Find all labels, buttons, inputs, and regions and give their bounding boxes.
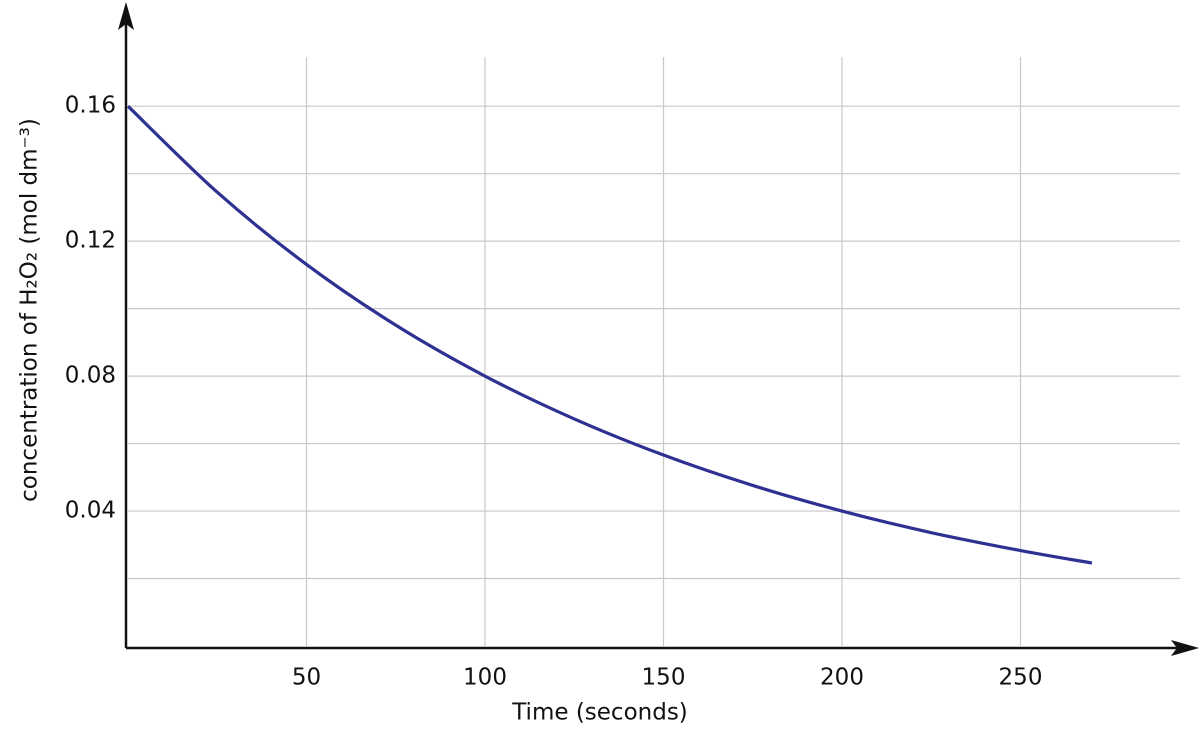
- y-axis-label: concentration of H₂O₂ (mol dm⁻³): [17, 118, 43, 502]
- x-axis-arrow: [1171, 640, 1199, 656]
- x-tick-label: 50: [292, 665, 321, 691]
- y-tick-label: 0.12: [65, 228, 116, 254]
- x-tick-label: 150: [642, 665, 686, 691]
- y-tick-label: 0.04: [65, 498, 116, 524]
- x-tick-label: 100: [463, 665, 507, 691]
- y-axis-arrow: [118, 2, 134, 30]
- x-tick-label: 250: [999, 665, 1043, 691]
- data-line: [126, 105, 1093, 565]
- y-tick-label: 0.08: [65, 363, 116, 389]
- y-tick-label: 0.16: [65, 93, 116, 119]
- x-tick-label: 200: [820, 665, 864, 691]
- x-axis-label: Time (seconds): [511, 700, 688, 726]
